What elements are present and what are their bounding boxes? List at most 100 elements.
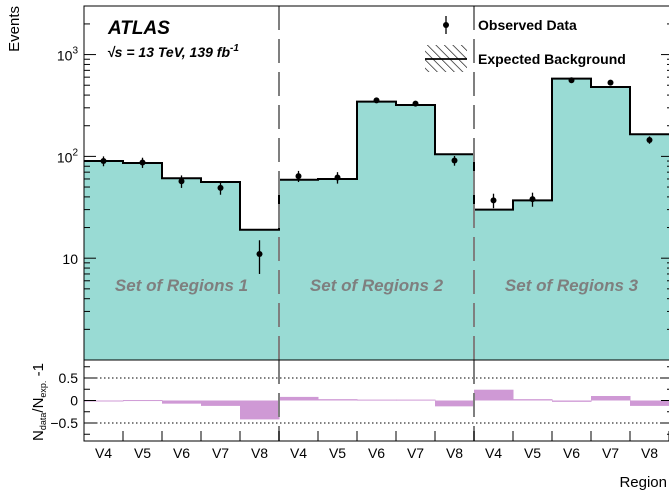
ratio-bar [84, 400, 124, 402]
background-bar [84, 161, 124, 360]
observed-data-point [100, 156, 107, 167]
ratio-bar [123, 400, 163, 402]
observed-data-points [100, 77, 653, 274]
data-marker [100, 158, 107, 165]
region-separators [278, 6, 475, 360]
x-tick-label: V7 [212, 445, 229, 461]
data-marker [529, 196, 536, 203]
ratio-bar [201, 400, 241, 406]
background-bar [357, 101, 397, 360]
ratio-panel: 0.50−0.5 V4 V5 V6 V7 V8 V4 V5 V6 V7 V8 V4 V5 V6 V7 V8 … [30, 359, 669, 491]
ratio-bar [162, 400, 202, 404]
background-bar [123, 163, 163, 360]
energy-luminosity-label: √s = 13 TeV, 139 fb-1 [107, 43, 239, 60]
legend-observed-marker [443, 16, 449, 34]
ratio-bar [357, 399, 397, 401]
data-marker [607, 79, 614, 86]
region-set-label: Set of Regions 3 [505, 276, 639, 295]
background-bar [396, 104, 436, 360]
background-bar [513, 200, 553, 360]
observed-data-point [217, 182, 224, 195]
background-bar [552, 78, 592, 360]
observed-data-point [139, 157, 146, 168]
x-axis-title: Region [619, 474, 667, 491]
legend-observed-label: Observed Data [478, 17, 577, 33]
main-y-axis: 103 102 10 [57, 5, 669, 361]
data-marker [373, 97, 380, 104]
observed-data-point [256, 240, 263, 274]
x-tick-label: V5 [524, 445, 541, 461]
observed-data-point [568, 77, 575, 84]
data-marker [646, 136, 653, 143]
observed-data-point [607, 79, 614, 86]
ratio-bar [474, 389, 514, 401]
ratio-bar [279, 396, 319, 401]
background-bar [630, 134, 669, 360]
data-marker [217, 184, 224, 191]
x-tick-label: V6 [173, 445, 190, 461]
data-marker [334, 174, 341, 181]
x-tick-label: V8 [446, 445, 463, 461]
ratio-bar [630, 400, 669, 406]
ratio-y-tick-label: 0 [70, 393, 78, 409]
atlas-label: ATLAS [107, 18, 170, 39]
x-tick-label: V6 [563, 445, 580, 461]
data-marker [568, 77, 575, 84]
data-marker [451, 157, 458, 164]
x-tick-label: V4 [95, 445, 112, 461]
data-marker [490, 197, 497, 204]
ratio-y-tick-label: 0.5 [59, 370, 79, 386]
x-tick-label: V8 [641, 445, 658, 461]
x-tick-label: V6 [368, 445, 385, 461]
observed-data-point [178, 175, 185, 188]
y-tick-label: 102 [57, 147, 79, 165]
ratio-bars [84, 389, 669, 420]
x-axis: V4 V5 V6 V7 V8 V4 V5 V6 V7 V8 V4 V5 V6 V7 V8 [83, 431, 669, 461]
background-bar [435, 154, 475, 360]
background-histogram [84, 77, 669, 361]
x-tick-label: V5 [329, 445, 346, 461]
observed-data-point [334, 172, 341, 184]
data-marker [295, 173, 302, 180]
ratio-bar [318, 399, 358, 401]
observed-data-point [295, 170, 302, 183]
observed-data-point [490, 193, 497, 209]
legend-background-label: Expected Background [478, 51, 626, 67]
background-bar [591, 87, 631, 361]
observed-data-point [451, 155, 458, 166]
ratio-bar [396, 399, 436, 401]
ratio-bar [435, 400, 475, 407]
ratio-bar [591, 396, 631, 401]
region-set-label: Set of Regions 2 [310, 276, 444, 295]
region-set-label: Set of Regions 1 [115, 276, 248, 295]
ratio-y-axis: 0.5 0 −0.5 [50, 366, 669, 435]
observed-data-point [646, 136, 653, 144]
ratio-bar [240, 400, 280, 420]
x-tick-label: V8 [251, 445, 268, 461]
x-tick-label: V7 [602, 445, 619, 461]
legend-background-marker [425, 45, 467, 72]
background-bar [279, 179, 319, 360]
data-marker [178, 178, 185, 185]
y-tick-label: 103 [57, 46, 79, 64]
x-tick-label: V7 [407, 445, 424, 461]
region-set-labels: Set of Regions 1 Set of Regions 2 Set of R… [115, 276, 639, 295]
ratio-bar [513, 399, 553, 401]
y-axis-title: Events [6, 6, 23, 52]
observed-data-point [412, 100, 419, 107]
ratio-bar [552, 400, 592, 402]
data-marker [412, 100, 419, 107]
x-tick-label: V5 [134, 445, 151, 461]
x-tick-label: V4 [290, 445, 307, 461]
ratio-y-tick-label: −0.5 [50, 415, 78, 431]
legend: Observed Data Expected Background [425, 16, 626, 72]
background-bar [474, 209, 514, 360]
data-marker [139, 159, 146, 166]
background-bar [201, 182, 241, 360]
background-bar [318, 178, 358, 360]
observed-data-point [529, 192, 536, 207]
observed-data-point [373, 97, 380, 104]
y-tick-label: 10 [62, 251, 78, 267]
